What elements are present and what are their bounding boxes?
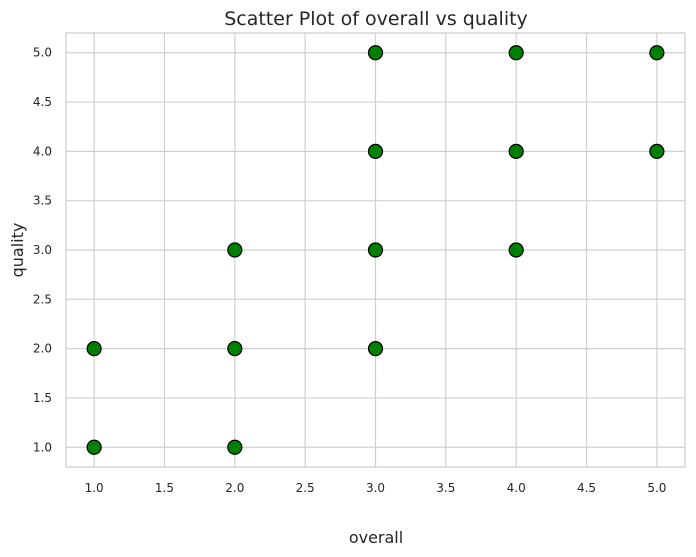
x-tick-label: 3.0 (366, 481, 385, 495)
x-axis-ticks: 1.0 1.5 2.0 2.5 3.0 3.5 4.0 4.5 5.0 (85, 481, 667, 495)
y-tick-label: 4.5 (33, 95, 52, 109)
x-tick-label: 2.0 (225, 481, 244, 495)
x-axis-label: overall (349, 528, 403, 547)
y-tick-label: 3.5 (33, 194, 52, 208)
y-tick-label: 1.5 (33, 391, 52, 405)
scatter-point (508, 45, 524, 61)
scatter-point (367, 143, 384, 159)
y-tick-label: 3.0 (33, 243, 52, 257)
scatter-point (508, 143, 524, 159)
x-tick-label: 4.0 (507, 481, 526, 495)
scatter-point (227, 242, 243, 258)
scatter-point (649, 45, 665, 61)
x-tick-label: 4.5 (577, 481, 596, 495)
x-tick-label: 1.0 (85, 481, 104, 495)
scatter-point (227, 439, 243, 455)
scatter-point (367, 341, 384, 357)
x-tick-label: 3.5 (436, 481, 455, 495)
y-tick-label: 5.0 (33, 46, 52, 60)
scatter-point (227, 341, 243, 357)
scatter-point (508, 242, 524, 258)
x-tick-label: 1.5 (155, 481, 174, 495)
y-tick-label: 4.0 (33, 144, 52, 158)
scatter-point (86, 439, 102, 455)
y-tick-label: 2.0 (33, 342, 52, 356)
scatter-point (367, 45, 384, 61)
y-axis-ticks: 1.0 1.5 2.0 2.5 3.0 3.5 4.0 4.5 5.0 (33, 46, 52, 455)
y-tick-label: 2.5 (33, 292, 52, 306)
data-points (86, 45, 665, 455)
x-tick-label: 5.0 (647, 481, 666, 495)
y-axis-label: quality (8, 223, 27, 278)
scatter-point (367, 242, 384, 258)
x-tick-label: 2.5 (296, 481, 315, 495)
scatter-point (86, 341, 102, 357)
chart-title: Scatter Plot of overall vs quality (224, 8, 528, 30)
y-tick-label: 1.0 (33, 440, 52, 454)
scatter-point (649, 143, 665, 159)
